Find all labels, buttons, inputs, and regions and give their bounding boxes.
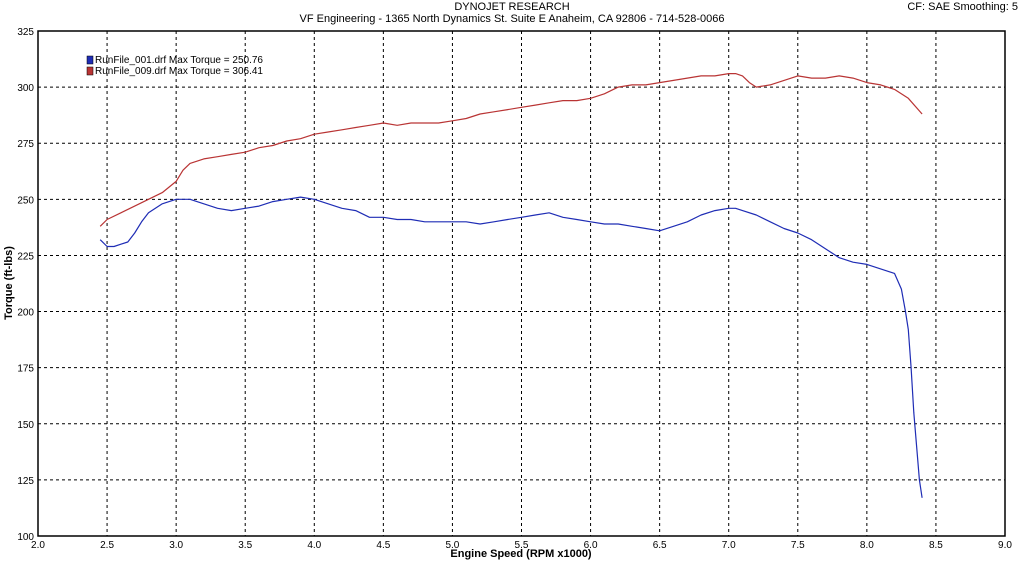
legend-entry: RunFile_001.drf Max Torque = 250.76	[95, 55, 263, 66]
x-tick-label: 3.0	[169, 540, 183, 551]
x-tick-label: 7.0	[722, 540, 736, 551]
chart-subtitle: VF Engineering - 1365 North Dynamics St.…	[299, 13, 725, 25]
x-tick-label: 8.0	[860, 540, 874, 551]
y-axis-ticks: 100 125 150 175 200 225 250 275 300 325	[17, 27, 34, 543]
x-tick-label: 6.0	[584, 540, 598, 551]
y-tick-label: 125	[17, 476, 34, 487]
x-tick-label: 7.5	[791, 540, 805, 551]
series-line-2	[99, 72, 923, 227]
y-tick-label: 325	[17, 27, 34, 38]
x-tick-label: 9.0	[998, 540, 1012, 551]
x-tick-label: 2.5	[100, 540, 114, 551]
y-tick-label: 150	[17, 420, 34, 431]
y-tick-label: 275	[17, 139, 34, 150]
y-tick-label: 100	[17, 532, 34, 543]
y-axis-label: Torque (ft-lbs)	[3, 246, 15, 320]
y-tick-label: 225	[17, 251, 34, 262]
legend-swatch	[86, 55, 94, 65]
legend-swatch	[86, 66, 94, 76]
grid-lines	[38, 31, 1005, 536]
chart-title: DYNOJET RESEARCH	[454, 1, 570, 13]
x-tick-label: 4.5	[376, 540, 390, 551]
series-line-1	[99, 196, 923, 498]
x-axis-ticks: 2.0 2.5 3.0 3.5 4.0 4.5 5.0 5.5 6.0 6.5 7.0 7.5 8.0 8…	[31, 540, 1012, 551]
x-tick-label: 5.0	[445, 540, 459, 551]
x-tick-label: 2.0	[31, 540, 45, 551]
legend-entry: RunFile_009.drf Max Torque = 306.41	[95, 66, 263, 77]
y-tick-label: 175	[17, 364, 34, 375]
correction-factor-info: CF: SAE Smoothing: 5	[907, 1, 1018, 13]
series-lines	[99, 72, 923, 498]
x-axis-label: Engine Speed (RPM x1000)	[450, 548, 592, 560]
y-tick-label: 300	[17, 83, 34, 94]
y-tick-label: 250	[17, 195, 34, 206]
x-tick-label: 4.0	[307, 540, 321, 551]
y-tick-label: 200	[17, 308, 34, 319]
legend: RunFile_001.drf Max Torque = 250.76RunFi…	[86, 55, 263, 77]
x-tick-label: 5.5	[515, 540, 529, 551]
x-tick-label: 8.5	[929, 540, 943, 551]
x-tick-label: 6.5	[653, 540, 667, 551]
x-tick-label: 3.5	[238, 540, 252, 551]
